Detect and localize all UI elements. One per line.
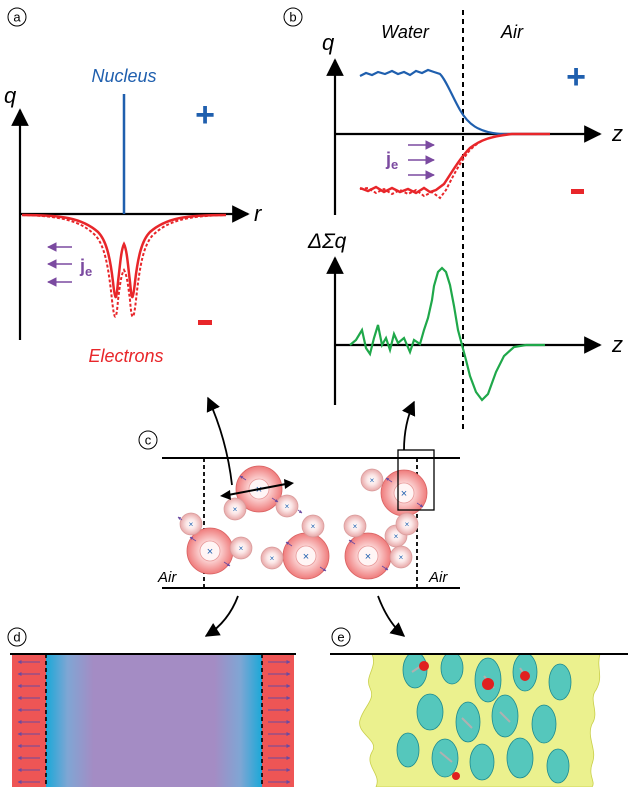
panel-a-current-main: j xyxy=(79,256,85,276)
panel-b-bottom-x-label: z xyxy=(611,332,623,357)
svg-text:×: × xyxy=(233,505,238,514)
panel-b-current-sub: e xyxy=(391,157,398,172)
panel-c-letter-circle xyxy=(138,430,158,450)
panel-e-letter-circle xyxy=(331,627,351,647)
slab-right-current-arrows xyxy=(268,660,291,784)
panel-a-current-sub: e xyxy=(85,264,92,279)
svg-text:×: × xyxy=(311,522,316,531)
panel-c-letter: c xyxy=(145,433,152,448)
arrow-to-panel-a xyxy=(206,396,233,486)
oxygen-atoms xyxy=(419,661,530,780)
nuclear-charge-curve xyxy=(359,68,550,136)
panel-b-current-arrows xyxy=(408,140,435,180)
panel-a: a q r Nucleus + Electrons je xyxy=(4,7,263,366)
panel-b-bottom-y-label: ΔΣq xyxy=(307,230,347,253)
panel-d-letter-circle xyxy=(7,627,27,647)
panel-d-letter: d xyxy=(13,630,20,645)
panel-b-current-label: je xyxy=(385,149,398,172)
panel-a-letter-circle xyxy=(7,7,27,27)
svg-text:×: × xyxy=(189,520,194,529)
atom-large-4: × xyxy=(344,532,392,580)
slab-left-current-arrows xyxy=(17,660,40,784)
svg-text:×: × xyxy=(353,522,358,531)
svg-text:×: × xyxy=(401,488,407,500)
panel-a-current-arrows xyxy=(47,242,72,287)
electrons-label: Electrons xyxy=(88,346,163,366)
panel-a-x-label: r xyxy=(254,201,263,226)
slab-body xyxy=(46,654,262,787)
panel-c-air-left-label: Air xyxy=(157,569,177,586)
electron-density-curve xyxy=(21,213,227,299)
atom-current-arrows xyxy=(177,475,424,572)
svg-text:×: × xyxy=(207,546,213,558)
panel-b-top-x-label: z xyxy=(611,121,623,146)
panel-d: d xyxy=(7,627,296,787)
svg-text:×: × xyxy=(394,532,399,541)
panel-b: b Water Air q z + je ΔΣq z xyxy=(283,7,623,430)
panel-e: e xyxy=(330,627,628,787)
panel-b-letter: b xyxy=(289,10,296,25)
svg-text:×: × xyxy=(399,553,404,562)
svg-text:×: × xyxy=(270,554,275,563)
panel-b-plus-sign: + xyxy=(566,58,586,96)
panel-e-letter: e xyxy=(337,630,344,645)
water-label: Water xyxy=(381,22,430,42)
panel-a-letter: a xyxy=(13,10,21,25)
interface-highlight-box xyxy=(397,449,435,511)
probe-bar-head xyxy=(284,479,294,489)
svg-text:×: × xyxy=(365,551,371,563)
atom-large-3: × xyxy=(282,532,330,580)
arrow-to-panel-e xyxy=(377,595,406,637)
probe-bar xyxy=(227,483,287,496)
svg-text:×: × xyxy=(303,551,309,563)
nucleus-label: Nucleus xyxy=(91,66,156,86)
panel-b-minus-sign xyxy=(571,189,584,194)
charge-difference-curve xyxy=(349,266,545,402)
panel-c-air-right-label: Air xyxy=(428,569,448,586)
isosurface-render xyxy=(359,654,601,787)
electron-density-curve-dashed xyxy=(21,214,227,318)
arrow-to-panel-d xyxy=(204,595,239,637)
atom-small-group: × × × × × × × × × × × xyxy=(179,468,419,570)
atom-large-2: × xyxy=(186,527,234,575)
panel-a-current-label: je xyxy=(79,256,92,279)
probe-bar-tail xyxy=(220,490,231,500)
panel-b-top-y-label: q xyxy=(322,30,335,55)
air-label: Air xyxy=(500,22,524,42)
panel-b-current-main: j xyxy=(385,149,391,169)
panel-a-y-label: q xyxy=(4,83,17,108)
arrow-to-panel-b xyxy=(402,400,416,451)
electron-charge-curve xyxy=(359,132,550,195)
svg-text:×: × xyxy=(285,502,290,511)
panel-c: c Air Air × × × × × xyxy=(138,396,460,637)
panel-a-minus-sign xyxy=(198,320,212,325)
panel-a-plus-sign: + xyxy=(195,96,215,134)
svg-text:×: × xyxy=(405,520,410,529)
atom-large-5: × xyxy=(380,469,428,517)
panel-b-letter-circle xyxy=(283,7,303,27)
svg-text:×: × xyxy=(370,476,375,485)
svg-text:×: × xyxy=(239,544,244,553)
